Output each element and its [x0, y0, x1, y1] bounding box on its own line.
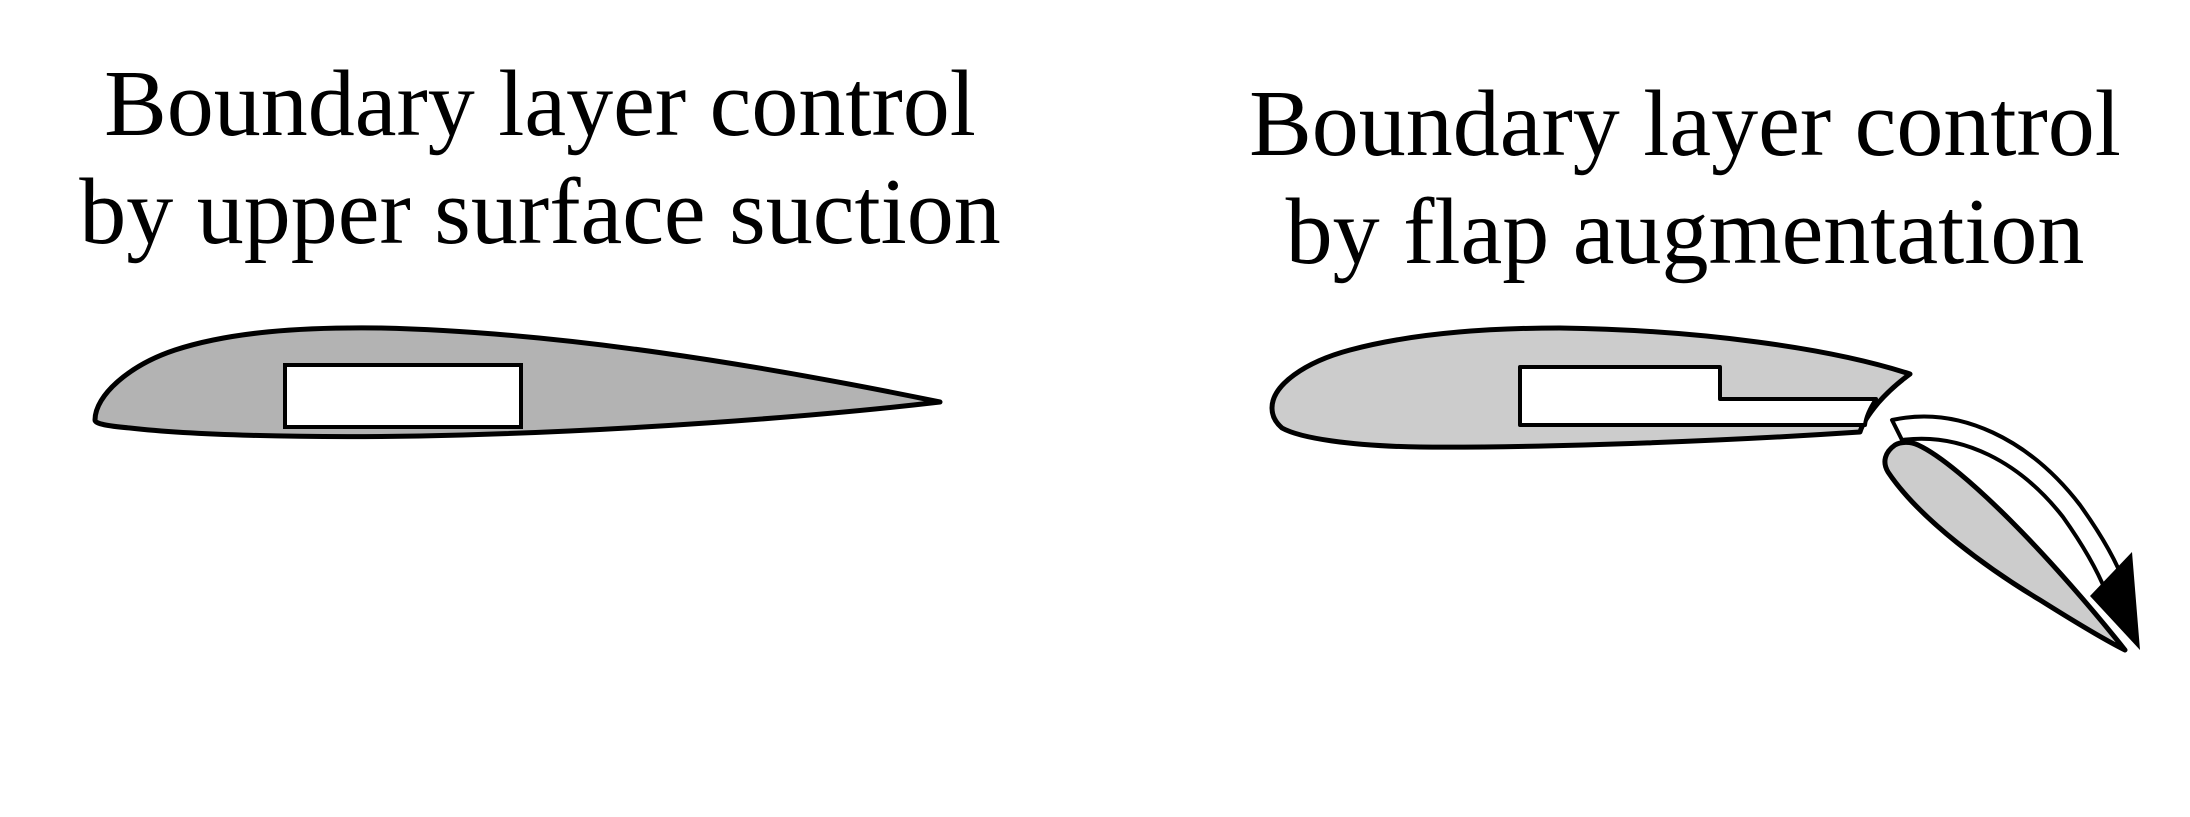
right-panel-title: Boundary layer control by flap augmentat… — [1210, 70, 2160, 286]
suction-airfoil-group — [92, 325, 943, 440]
flap — [1882, 439, 2128, 653]
left-panel-title: Boundary layer control by upper surface … — [45, 50, 1035, 266]
right-title-line-2: by flap augmentation — [1285, 180, 2085, 284]
jet-flow-arrowhead — [2090, 552, 2140, 650]
right-title-line-1: Boundary layer control — [1249, 72, 2121, 176]
flap-airfoil-group — [1269, 325, 2140, 653]
left-title-line-2: by upper surface suction — [79, 160, 1001, 264]
left-title-line-1: Boundary layer control — [104, 52, 976, 156]
suction-duct — [283, 363, 523, 429]
blowing-duct — [1518, 365, 1878, 427]
